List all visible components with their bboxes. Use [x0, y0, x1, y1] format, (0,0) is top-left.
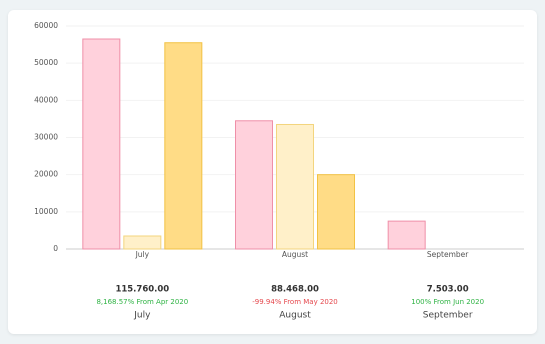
summary-change: 100% From Jun 2020 [411, 298, 484, 306]
bar [317, 174, 355, 250]
summary-total: 7.503.00 [427, 285, 469, 295]
y-tick-label: 10000 [34, 207, 58, 216]
y-tick-label: 20000 [34, 170, 58, 179]
x-tick-label: August [282, 250, 308, 259]
summary-month: August [279, 311, 311, 321]
bar [387, 220, 426, 250]
bar [276, 123, 314, 250]
y-tick-label: 40000 [34, 95, 58, 104]
bar [82, 38, 121, 250]
x-tick-label: September [427, 250, 469, 259]
y-tick-label: 30000 [34, 133, 58, 142]
summary-month: September [423, 311, 473, 321]
summary-change: 8,168.57% From Apr 2020 [96, 298, 188, 306]
bar [123, 235, 162, 250]
x-tick-label: July [135, 250, 150, 259]
y-tick-label: 60000 [34, 21, 58, 30]
summary-change: -99.94% From May 2020 [252, 298, 338, 306]
summary-total: 88.468.00 [271, 285, 319, 295]
summary-total: 115.760.00 [115, 285, 169, 295]
y-tick-label: 50000 [34, 58, 58, 67]
y-tick-label: 0 [53, 244, 58, 253]
summary-month: July [133, 311, 151, 321]
bar [235, 120, 273, 250]
bar [164, 42, 203, 250]
